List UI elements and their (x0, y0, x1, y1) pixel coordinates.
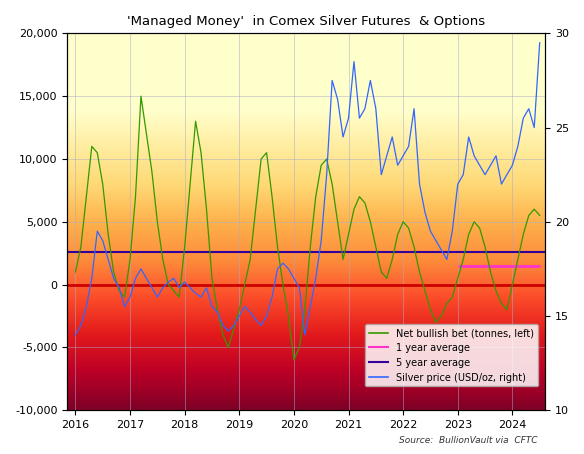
Text: Source:  BullionVault via  CFTC: Source: BullionVault via CFTC (399, 436, 537, 445)
Title: 'Managed Money'  in Comex Silver Futures  & Options: 'Managed Money' in Comex Silver Futures … (127, 15, 485, 28)
Legend: Net bullish bet (tonnes, left), 1 year average, 5 year average, Silver price (US: Net bullish bet (tonnes, left), 1 year a… (365, 324, 538, 386)
